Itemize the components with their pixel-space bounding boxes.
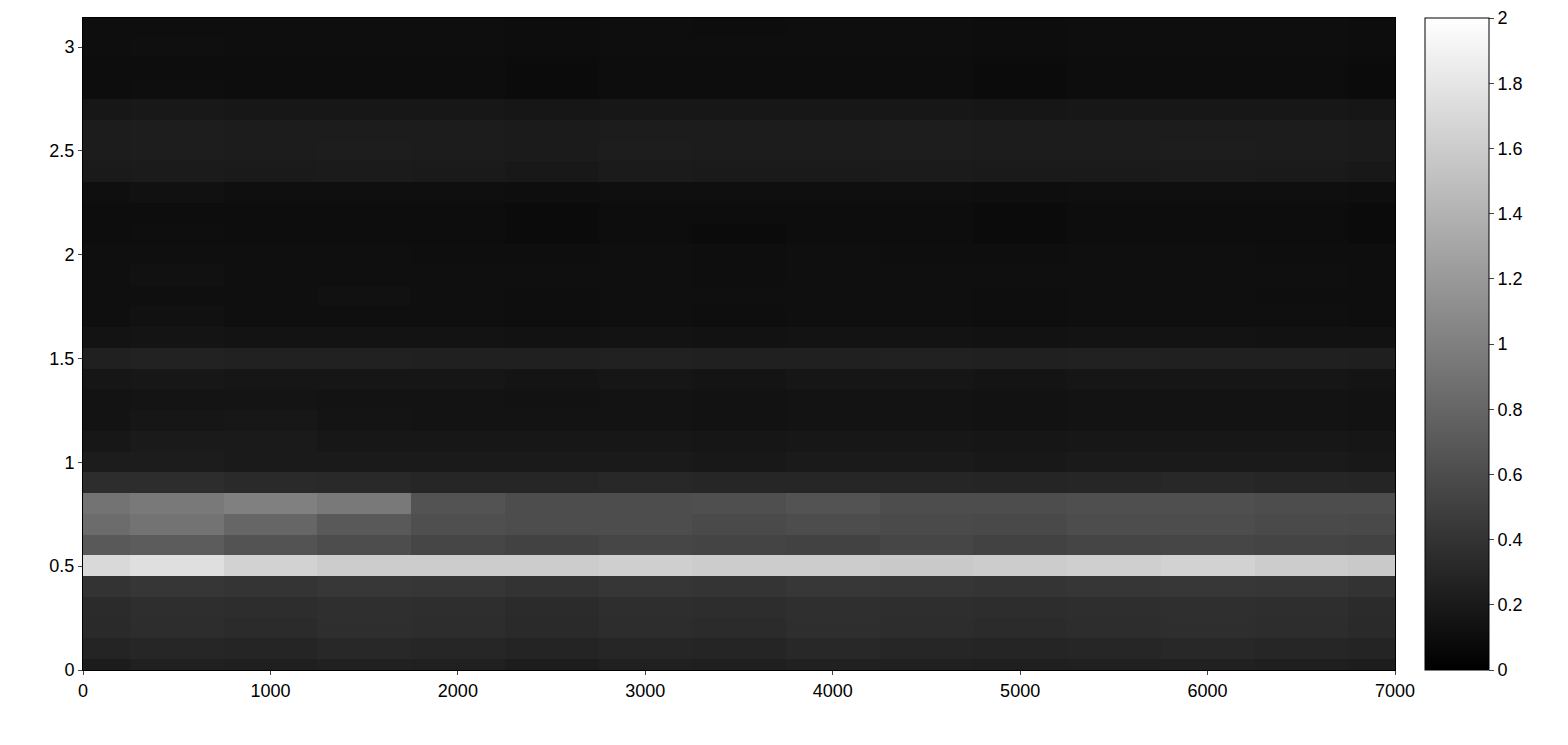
svg-text:1.5: 1.5 — [49, 349, 74, 369]
svg-text:1000: 1000 — [250, 681, 290, 701]
svg-text:2.5: 2.5 — [49, 141, 74, 161]
svg-text:0: 0 — [78, 681, 88, 701]
svg-text:2000: 2000 — [438, 681, 478, 701]
svg-text:1.4: 1.4 — [1498, 204, 1523, 224]
svg-text:0.4: 0.4 — [1498, 530, 1523, 550]
svg-text:0.2: 0.2 — [1498, 595, 1523, 615]
svg-text:1.6: 1.6 — [1498, 139, 1523, 159]
svg-text:0: 0 — [64, 660, 74, 680]
svg-text:0.8: 0.8 — [1498, 400, 1523, 420]
svg-text:3000: 3000 — [625, 681, 665, 701]
svg-text:1: 1 — [64, 453, 74, 473]
svg-text:4000: 4000 — [813, 681, 853, 701]
svg-text:1: 1 — [1498, 334, 1508, 354]
svg-text:5000: 5000 — [1000, 681, 1040, 701]
svg-text:7000: 7000 — [1375, 681, 1415, 701]
svg-text:0.5: 0.5 — [49, 556, 74, 576]
svg-text:2: 2 — [64, 245, 74, 265]
svg-text:0: 0 — [1498, 660, 1508, 680]
svg-text:1.2: 1.2 — [1498, 269, 1523, 289]
svg-text:0.6: 0.6 — [1498, 465, 1523, 485]
svg-text:1.8: 1.8 — [1498, 74, 1523, 94]
svg-text:2: 2 — [1498, 8, 1508, 28]
svg-text:3: 3 — [64, 37, 74, 57]
svg-text:6000: 6000 — [1188, 681, 1228, 701]
